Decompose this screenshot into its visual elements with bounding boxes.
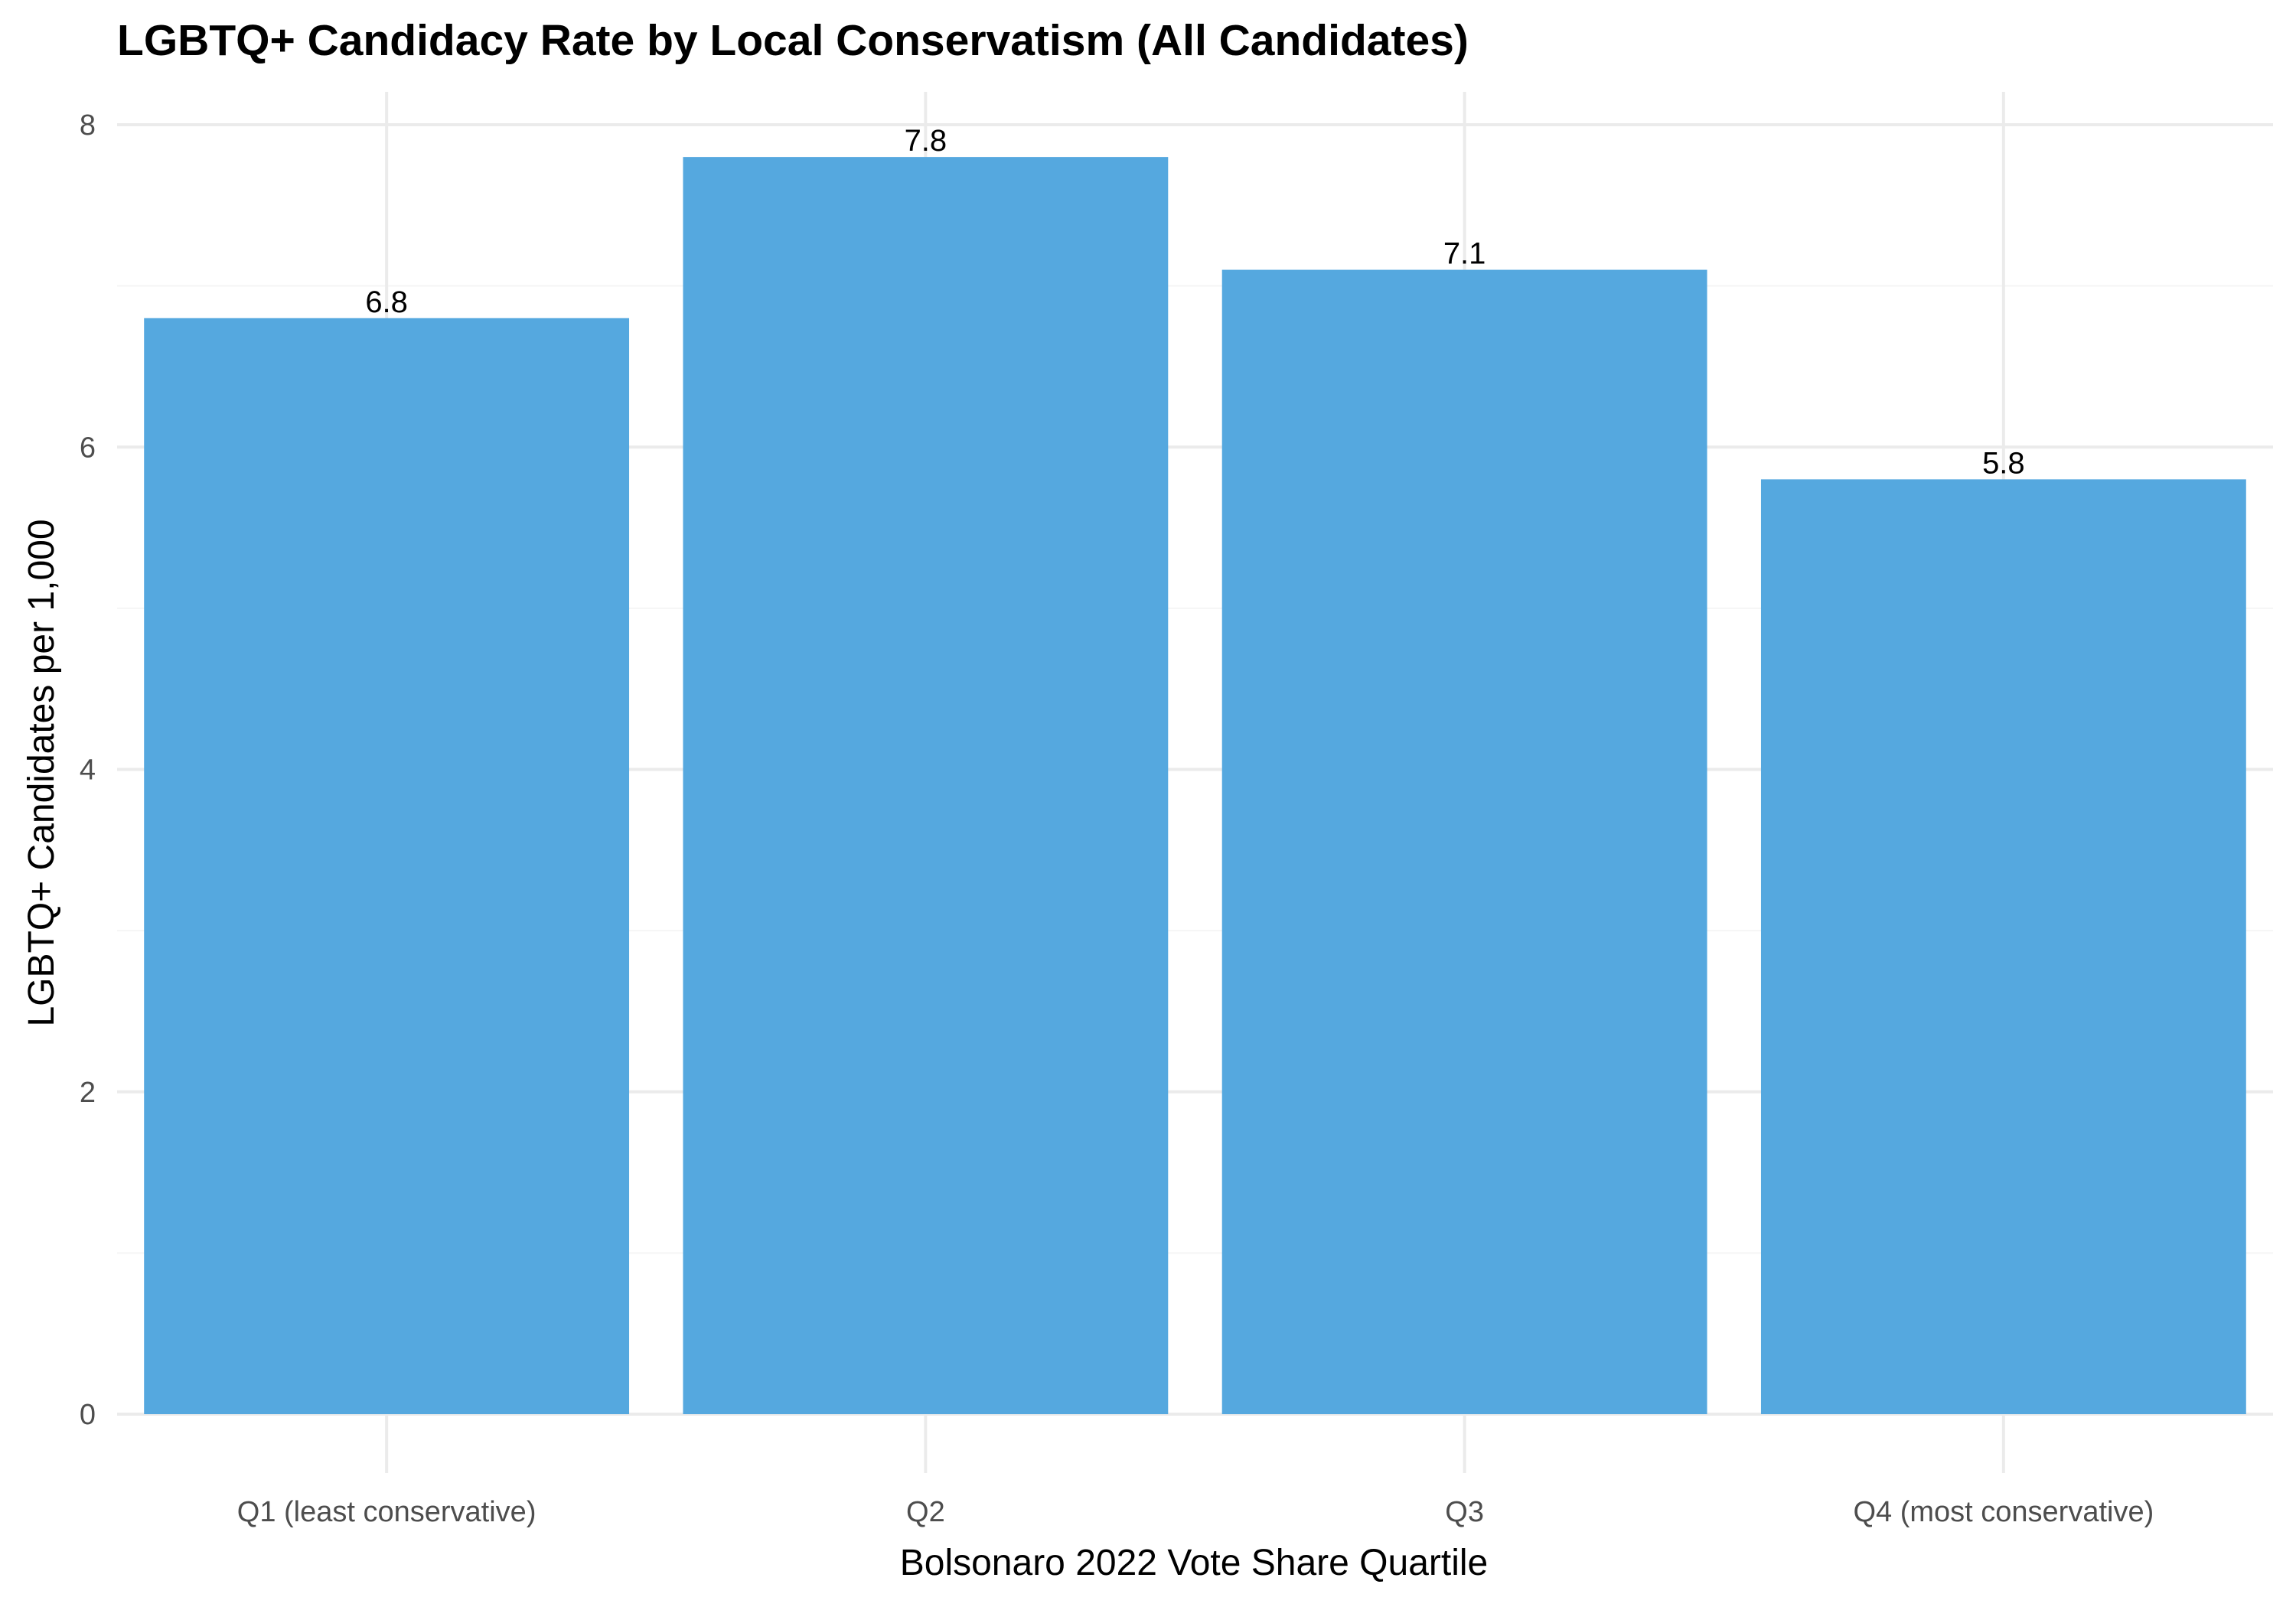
bar-2 (683, 157, 1169, 1414)
x-axis-title: Bolsonaro 2022 Vote Share Quartile (900, 1543, 1489, 1583)
data-label: 7.8 (905, 124, 947, 158)
x-tick-label: Q2 (906, 1496, 945, 1528)
data-label: 5.8 (1982, 446, 2025, 480)
x-tick-label: Q3 (1445, 1496, 1484, 1528)
chart-title: LGBTQ+ Candidacy Rate by Local Conservat… (117, 16, 1469, 65)
x-tick-label: Q4 (most conservative) (1853, 1496, 2154, 1528)
y-axis-title: LGBTQ+ Candidates per 1,000 (21, 519, 62, 1026)
y-tick-label: 0 (80, 1399, 96, 1431)
y-axis-ticks: 0 2 4 6 8 (80, 109, 96, 1431)
bar-1 (144, 318, 630, 1414)
bar-3 (1221, 269, 1707, 1414)
bar-4 (1760, 479, 2246, 1414)
x-axis-ticks: Q1 (least conservative) Q2 Q3 Q4 (most cons… (237, 1496, 2154, 1528)
data-label: 6.8 (365, 285, 408, 319)
data-label: 7.1 (1443, 237, 1486, 271)
x-tick-label: Q1 (least conservative) (237, 1496, 536, 1528)
y-tick-label: 2 (80, 1077, 96, 1109)
data-labels: 6.8 7.8 7.1 5.8 (365, 124, 2024, 480)
y-tick-label: 4 (80, 755, 96, 787)
bars (144, 157, 2246, 1414)
y-tick-label: 8 (80, 109, 96, 142)
y-tick-label: 6 (80, 432, 96, 464)
